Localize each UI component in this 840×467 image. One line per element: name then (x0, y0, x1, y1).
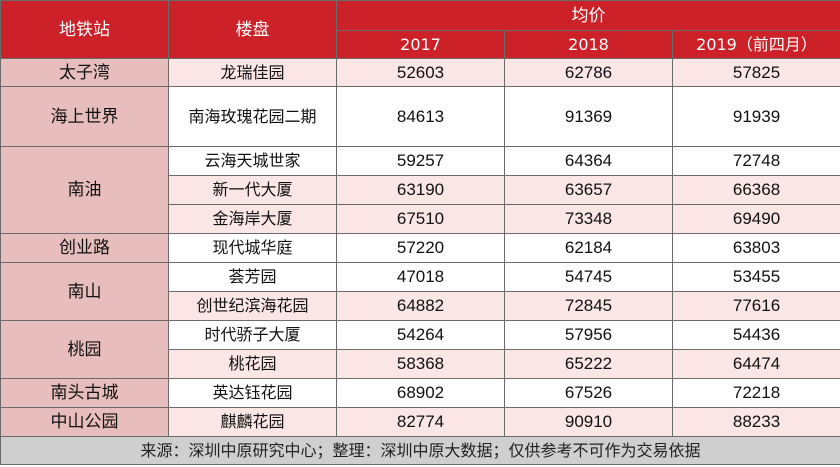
price-2017-cell: 57220 (336, 233, 505, 263)
table-row: 新一代大厦 63190 63657 66368 (1, 175, 840, 205)
price-2018-cell: 57956 (504, 320, 673, 350)
header-row-1: 地铁站 楼盘 均价 (0, 0, 840, 59)
price-2018-cell: 62786 (504, 58, 673, 87)
price-2018-cell: 67526 (504, 378, 673, 408)
station-cell: 海上世界 (0, 86, 169, 147)
table-row: 创世纪滨海花园 64882 72845 77616 (1, 291, 840, 321)
source-note: 来源：深圳中原研究中心；整理：深圳中原大数据；仅供参考不可作为交易依据 (0, 436, 840, 465)
price-2019-cell: 53455 (671, 262, 840, 292)
price-2019-cell: 77616 (671, 291, 840, 321)
price-2017-cell: 68902 (336, 378, 505, 408)
table-row: 海上世界 南海玫瑰花园二期 84613 91369 91939 (0, 86, 840, 147)
header-year-2019: 2019（前四月） (671, 30, 840, 59)
price-2017-cell: 67510 (336, 204, 505, 234)
table-row: 金海岸大厦 67510 73348 69490 (1, 204, 840, 234)
station-cell: 桃园 (0, 320, 169, 379)
station-cell: 南头古城 (0, 378, 169, 408)
property-cell: 新一代大厦 (168, 175, 337, 205)
header-property: 楼盘 (168, 0, 337, 59)
header-year-2018: 2018 (504, 30, 673, 59)
property-cell: 龙瑞佳园 (168, 58, 337, 87)
station-cell: 太子湾 (0, 58, 169, 87)
header-year-2017: 2017 (336, 30, 505, 59)
property-cell: 现代城华庭 (168, 233, 337, 263)
price-2018-cell: 90910 (504, 407, 673, 437)
property-cell: 荟芳园 (168, 262, 337, 292)
price-2017-cell: 59257 (336, 146, 505, 176)
table-row: 南油 云海天城世家 59257 64364 72748 (0, 146, 840, 234)
header-avg-price: 均价 (335, 0, 840, 31)
property-cell: 时代骄子大厦 (168, 320, 337, 350)
property-cell: 云海天城世家 (168, 146, 337, 176)
price-2018-cell: 72845 (504, 291, 673, 321)
price-2019-cell: 57825 (671, 58, 840, 87)
price-2017-cell: 84613 (336, 86, 505, 147)
table-row: 桃花园 58368 65222 64474 (1, 349, 840, 379)
price-2019-cell: 69490 (671, 204, 840, 234)
table-row: 太子湾 龙瑞佳园 52603 62786 57825 (0, 58, 840, 87)
station-cell: 南油 (0, 146, 169, 234)
price-2017-cell: 58368 (336, 349, 505, 379)
table-row: 中山公园 麒麟花园 82774 90910 88233 (0, 407, 840, 437)
price-2018-cell: 62184 (504, 233, 673, 263)
price-2018-cell: 63657 (504, 175, 673, 205)
source-row: 来源：深圳中原研究中心；整理：深圳中原大数据；仅供参考不可作为交易依据 (0, 436, 840, 465)
price-2018-cell: 65222 (504, 349, 673, 379)
table-row: 南头古城 英达钰花园 68902 67526 72218 (0, 378, 840, 408)
header-row-2: 2017 2018 2019（前四月） (1, 30, 840, 59)
property-cell: 南海玫瑰花园二期 (168, 86, 337, 147)
price-2019-cell: 88233 (671, 407, 840, 437)
price-2019-cell: 64474 (671, 349, 840, 379)
price-2019-cell: 72748 (671, 146, 840, 176)
station-cell: 中山公园 (0, 407, 169, 437)
station-cell: 创业路 (0, 233, 169, 263)
property-cell: 创世纪滨海花园 (168, 291, 337, 321)
price-2019-cell: 72218 (671, 378, 840, 408)
price-2017-cell: 82774 (336, 407, 505, 437)
price-2017-cell: 54264 (336, 320, 505, 350)
price-2019-cell: 66368 (671, 175, 840, 205)
table-row: 创业路 现代城华庭 57220 62184 63803 (0, 233, 840, 263)
price-2018-cell: 91369 (504, 86, 673, 147)
station-cell: 南山 (0, 262, 169, 321)
property-cell: 英达钰花园 (168, 378, 337, 408)
property-cell: 金海岸大厦 (168, 204, 337, 234)
price-2019-cell: 54436 (671, 320, 840, 350)
price-2017-cell: 52603 (336, 58, 505, 87)
price-2019-cell: 63803 (671, 233, 840, 263)
price-2017-cell: 47018 (336, 262, 505, 292)
price-2017-cell: 63190 (336, 175, 505, 205)
property-cell: 麒麟花园 (168, 407, 337, 437)
table-row: 桃园 时代骄子大厦 54264 57956 54436 (0, 320, 840, 379)
price-2018-cell: 73348 (504, 204, 673, 234)
header-station: 地铁站 (0, 0, 169, 59)
price-2017-cell: 64882 (336, 291, 505, 321)
price-2018-cell: 54745 (504, 262, 673, 292)
table-row: 南山 荟芳园 47018 54745 53455 (0, 262, 840, 321)
price-2018-cell: 64364 (504, 146, 673, 176)
property-cell: 桃花园 (168, 349, 337, 379)
price-2019-cell: 91939 (671, 86, 840, 147)
